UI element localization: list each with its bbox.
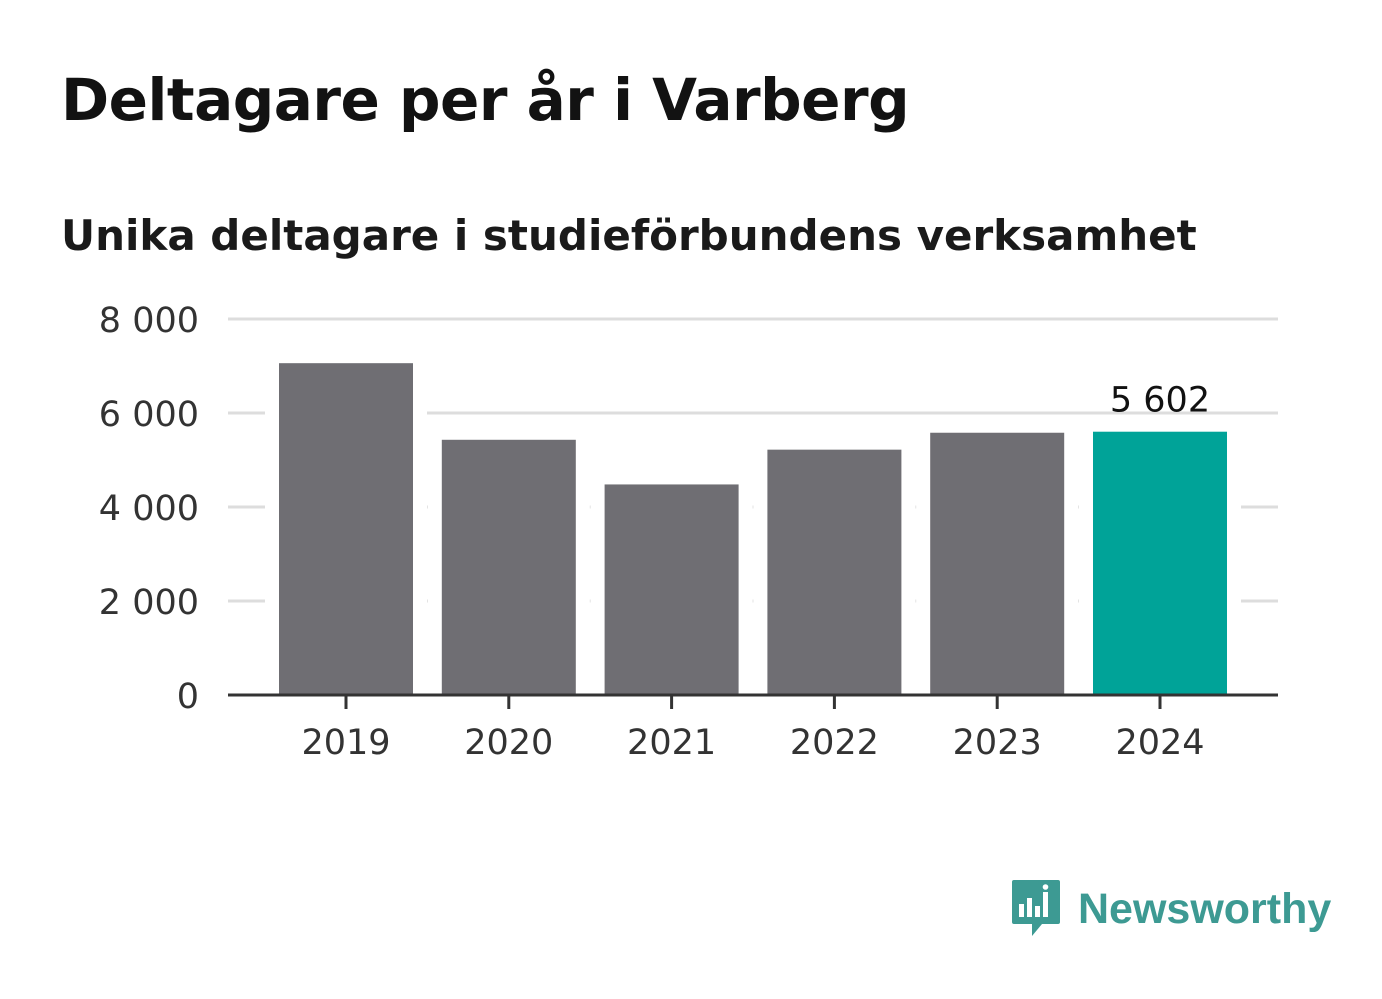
chart-title: Deltagare per år i Varberg [61, 66, 910, 134]
x-tick-label: 2024 [1115, 723, 1204, 763]
data-label: 5 602 [1110, 381, 1210, 421]
data-labels: 5 602 [1110, 381, 1210, 421]
x-tick-label: 2022 [790, 723, 879, 763]
y-tick-label: 2 000 [99, 583, 199, 623]
newsworthy-logo-icon [1012, 880, 1060, 936]
y-tick-label: 0 [177, 677, 199, 717]
bar-2023 [930, 432, 1065, 695]
x-tick-label: 2021 [627, 723, 716, 763]
bars [265, 363, 1241, 695]
bar-2022 [767, 449, 902, 695]
y-tick-label: 8 000 [99, 301, 199, 341]
chart-subtitle: Unika deltagare i studieförbundens verks… [61, 211, 1197, 260]
y-axis-ticks: 0 2 000 4 000 6 000 8 000 [99, 301, 199, 717]
bar-2020 [441, 439, 576, 695]
x-axis-ticks: 2019 2020 2021 2022 2023 2024 [301, 695, 1205, 763]
x-tick-label: 2019 [301, 723, 390, 763]
y-tick-label: 4 000 [99, 489, 199, 529]
bar-2024 [1093, 431, 1227, 695]
x-tick-label: 2023 [953, 723, 1042, 763]
bar-2021 [604, 484, 739, 695]
y-tick-label: 6 000 [99, 395, 199, 435]
brand-logo: Newsworthy [1010, 878, 1331, 940]
x-tick-label: 2020 [464, 723, 553, 763]
bar-2019 [279, 363, 413, 695]
brand-name: Newsworthy [1078, 884, 1332, 933]
